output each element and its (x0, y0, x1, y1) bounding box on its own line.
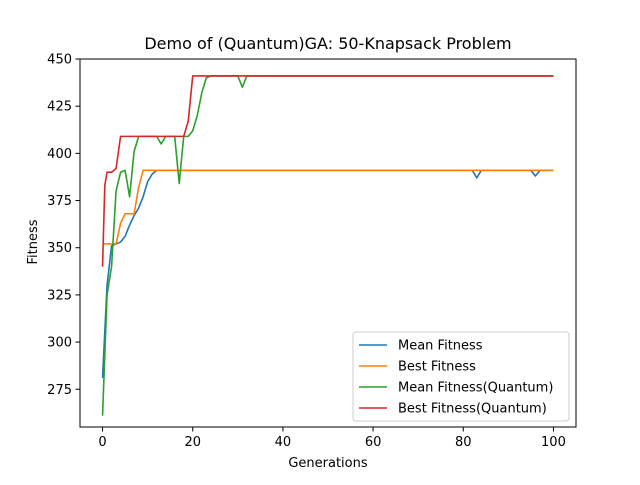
axes-layer: 0 20 40 60 80 100 275 300 325 350 375 400 425 450 (47, 53, 577, 450)
x-tick-label: 0 (98, 435, 106, 450)
x-tick-label: 60 (365, 435, 382, 450)
y-tick-label: 400 (47, 147, 72, 162)
y-axis-title: Fitness (26, 219, 41, 264)
legend: Mean Fitness Best Fitness Mean Fitness(Qua… (352, 331, 570, 422)
x-tick-label: 100 (541, 435, 566, 450)
y-tick-label: 450 (47, 53, 72, 68)
legend-label-2: Best Fitness (398, 360, 476, 375)
x-axis-title: Generations (288, 456, 368, 471)
legend-box (352, 331, 570, 422)
series-line-3 (101, 75, 554, 416)
y-tick-label: 325 (47, 288, 72, 303)
y-tick-label: 350 (47, 241, 72, 256)
x-tick-label: 40 (275, 435, 292, 450)
y-tick-label: 425 (47, 100, 72, 115)
legend-label-4: Best Fitness(Quantum) (398, 402, 547, 417)
x-tick-label: 80 (455, 435, 472, 450)
series-layer (101, 75, 554, 416)
legend-label-3: Mean Fitness(Quantum) (398, 381, 553, 396)
series-line-2 (102, 169, 554, 245)
x-tick-label: 20 (184, 435, 201, 450)
y-tick-label: 300 (47, 336, 72, 351)
legend-label-1: Mean Fitness (398, 339, 483, 354)
chart-title: Demo of (Quantum)GA: 50-Knapsack Problem (144, 34, 511, 53)
series-line-4 (101, 75, 554, 267)
y-tick-label: 375 (47, 194, 72, 209)
axes-frame (79, 58, 577, 428)
y-tick-label: 275 (47, 383, 72, 398)
